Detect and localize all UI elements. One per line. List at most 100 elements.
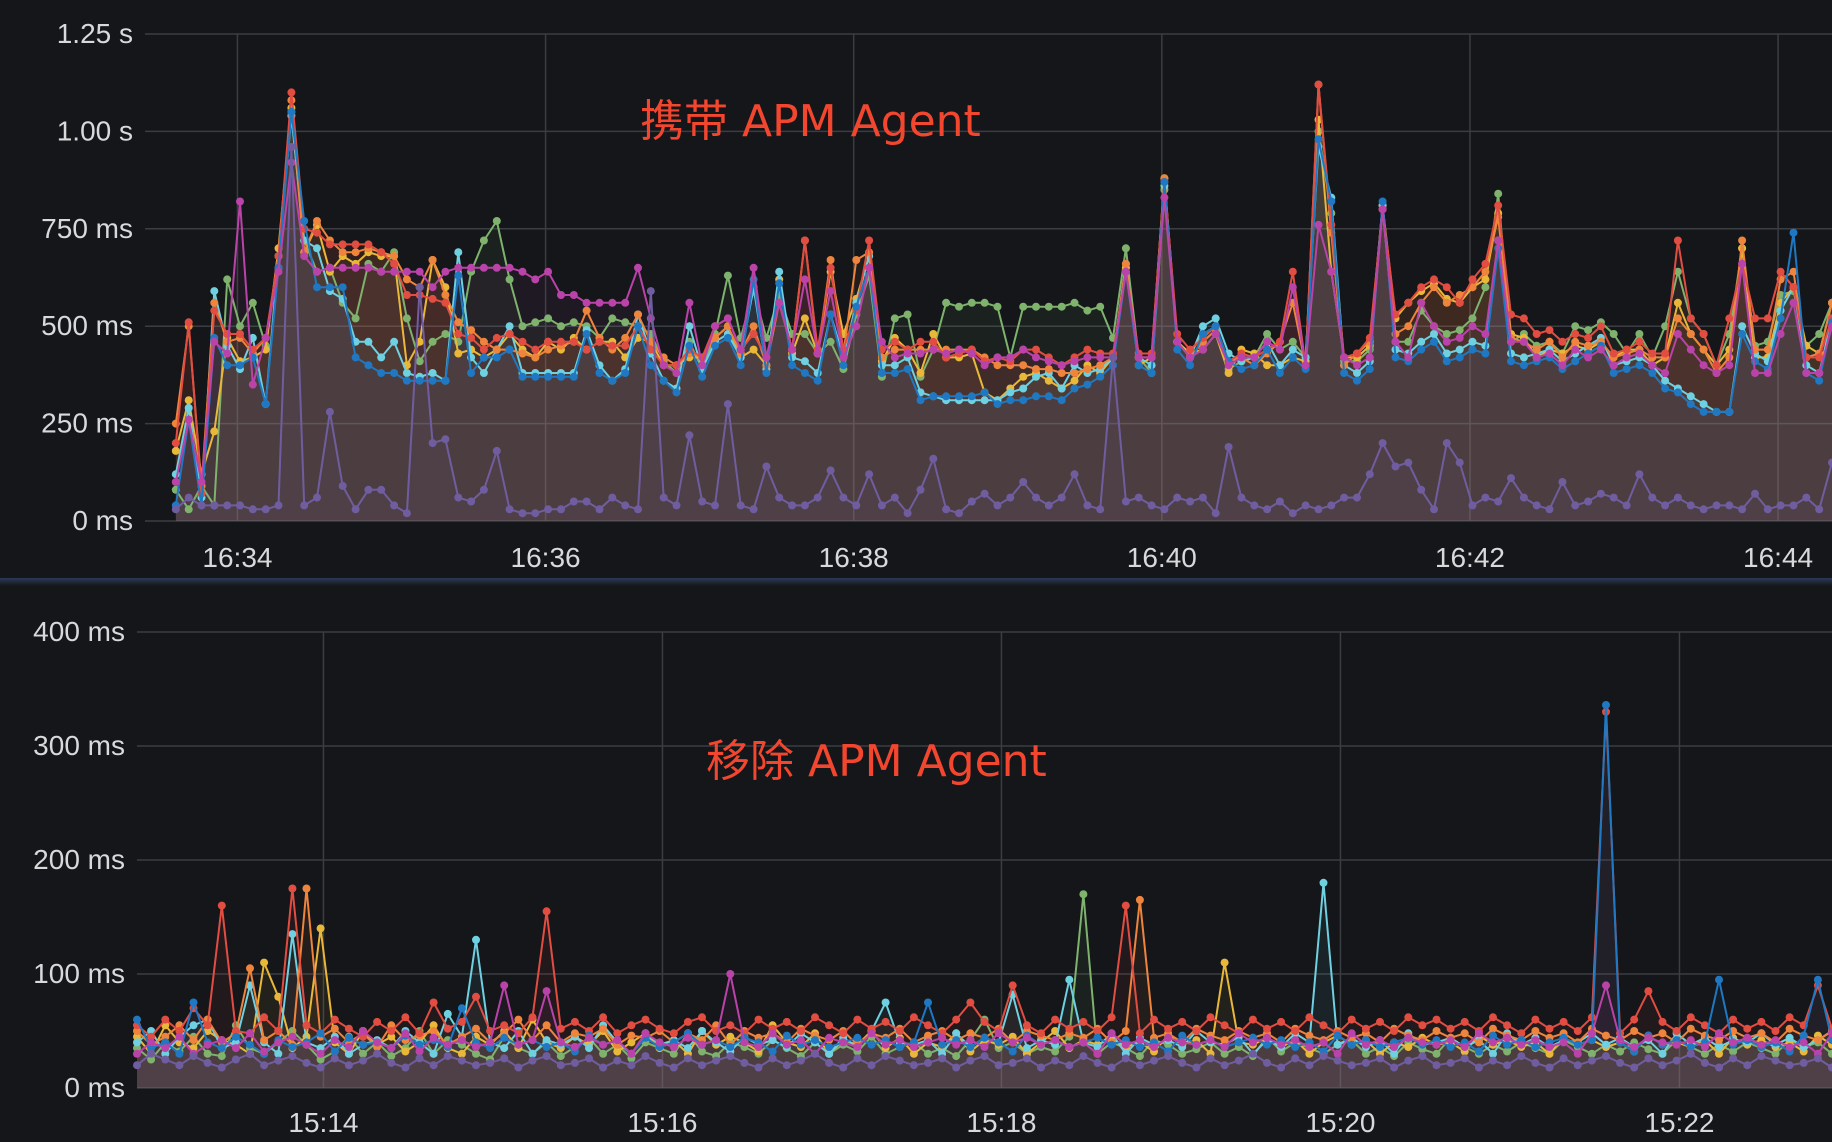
- series-4-point: [1051, 1015, 1060, 1024]
- series-2-point: [1661, 376, 1670, 385]
- series-7-point: [1037, 1063, 1045, 1072]
- series-6-point: [1616, 1036, 1625, 1045]
- series-5-point: [1160, 178, 1169, 186]
- series-6-point: [161, 1044, 170, 1053]
- series-7-point: [1545, 1063, 1554, 1072]
- series-5-point: [1333, 1031, 1342, 1040]
- series-7-point: [248, 505, 257, 514]
- series-5-point: [634, 322, 642, 331]
- series-6-point: [1008, 1038, 1017, 1047]
- series-4-point: [895, 1027, 904, 1035]
- chart-svg-without-agent: 0 ms 100 ms 200 ms 300 ms 400 ms 15:14 15:16 15…: [33, 616, 1832, 1138]
- series-1-point: [627, 1038, 636, 1047]
- series-4-point: [881, 1017, 890, 1026]
- series-5-point: [1327, 197, 1336, 206]
- series-3-point: [1305, 1031, 1314, 1040]
- series-4-point: [260, 1013, 269, 1022]
- series-6-point: [429, 1033, 438, 1042]
- series-4-point: [698, 1013, 706, 1022]
- series-7-point: [1481, 493, 1490, 502]
- series-7-point: [261, 505, 270, 514]
- series-5-point: [924, 998, 932, 1007]
- series-4-point: [749, 330, 758, 338]
- series-4-point: [627, 1021, 636, 1030]
- series-3-point: [1738, 236, 1747, 245]
- series-6-point: [1083, 353, 1092, 362]
- series-3-point: [467, 326, 476, 335]
- series-5-point: [364, 361, 373, 370]
- series-6-point: [203, 1040, 212, 1049]
- series-2-point: [344, 1049, 353, 1058]
- series-4-point: [441, 298, 450, 307]
- series-1-area: [175, 108, 1832, 521]
- series-7-point: [1134, 493, 1143, 502]
- y-tick-label: 100 ms: [33, 958, 125, 989]
- series-1-point: [1008, 1032, 1017, 1041]
- series-5-point: [377, 369, 386, 377]
- series-6-point: [1648, 361, 1657, 370]
- series-6-point: [1347, 1029, 1356, 1038]
- y-tick-label: 0 ms: [64, 1072, 125, 1103]
- series-2-point: [528, 1049, 537, 1058]
- series-7-point: [401, 1063, 410, 1072]
- series-6-point: [1121, 267, 1130, 276]
- series-6-point: [1725, 361, 1734, 370]
- series-4-point: [1673, 236, 1682, 245]
- series-7-point: [330, 1054, 339, 1063]
- series-3-point: [351, 248, 360, 257]
- series-2-point: [1442, 349, 1451, 358]
- series-4-point: [1545, 326, 1554, 335]
- series-7-point: [1587, 1056, 1596, 1065]
- series-7-point: [966, 1056, 975, 1065]
- series-4-point: [754, 1015, 763, 1024]
- series-0-point: [402, 314, 411, 323]
- series-4-point: [210, 306, 219, 315]
- series-4-point: [1489, 1013, 1497, 1022]
- series-6-point: [330, 1036, 339, 1045]
- series-7-point: [1277, 1063, 1286, 1072]
- series-2-point: [825, 1049, 834, 1058]
- series-5-point: [1503, 1040, 1512, 1049]
- series-3-point: [711, 333, 719, 342]
- series-5-point: [1789, 228, 1798, 237]
- series-4-point: [1571, 330, 1580, 338]
- series-7-point: [1340, 493, 1349, 502]
- series-5-point: [313, 283, 321, 292]
- series-0-point: [217, 1052, 226, 1061]
- series-2-point: [1455, 345, 1464, 354]
- series-6-point: [570, 1043, 579, 1051]
- series-6-point: [980, 361, 989, 370]
- series-4-point: [1700, 1021, 1709, 1030]
- series-7-point: [246, 1049, 254, 1058]
- series-4-point: [1432, 1015, 1441, 1024]
- series-5-point: [1673, 388, 1682, 397]
- series-7-point: [472, 1061, 480, 1070]
- series-4-point: [274, 1027, 283, 1035]
- series-5-point: [1250, 361, 1259, 370]
- series-7-point: [1333, 1056, 1342, 1065]
- series-0-point: [1494, 189, 1503, 198]
- series-3-point: [428, 256, 437, 264]
- series-3-point: [210, 298, 219, 307]
- series-7-point: [373, 1049, 382, 1058]
- series-1-point: [1673, 298, 1682, 307]
- series-4-point: [443, 1024, 452, 1033]
- series-6-point: [1314, 220, 1323, 229]
- series-5-point: [1057, 396, 1066, 405]
- series-4-point: [1559, 1017, 1568, 1026]
- series-4-point: [1481, 259, 1490, 268]
- series-6-point: [1446, 1036, 1455, 1045]
- series-7-point: [377, 485, 386, 494]
- series-0-point: [1070, 298, 1079, 307]
- series-7-point: [500, 1054, 509, 1063]
- series-4-point: [1672, 1027, 1681, 1035]
- series-6-point: [1715, 1029, 1723, 1038]
- series-7-point: [1107, 1063, 1116, 1072]
- series-7-point: [486, 1058, 495, 1067]
- series-4-point: [890, 337, 899, 346]
- x-tick-label: 15:22: [1644, 1107, 1714, 1138]
- series-7-point: [1070, 470, 1079, 479]
- series-5-point: [531, 372, 540, 381]
- series-0-point: [223, 275, 232, 284]
- series-5-point: [415, 1040, 424, 1049]
